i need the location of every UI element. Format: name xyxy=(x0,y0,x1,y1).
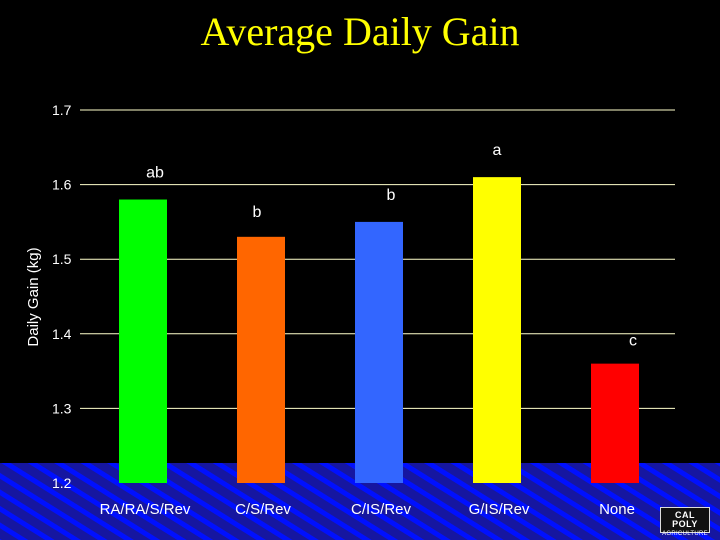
x-tick-label: C/S/Rev xyxy=(235,501,291,518)
x-tick-label: RA/RA/S/Rev xyxy=(100,501,191,518)
logo-line-1: CAL POLY xyxy=(672,510,698,529)
significance-letter: c xyxy=(629,333,637,350)
y-tick-label: 1.5 xyxy=(52,251,72,267)
bar xyxy=(237,236,285,483)
x-tick-label: None xyxy=(599,501,635,518)
x-tick-label: G/IS/Rev xyxy=(469,501,530,518)
significance-letter: b xyxy=(253,204,262,221)
bar xyxy=(591,363,639,483)
bar xyxy=(473,177,521,483)
significance-letter: ab xyxy=(146,165,164,182)
y-tick-label: 1.7 xyxy=(52,102,72,118)
y-tick-label: 1.2 xyxy=(52,475,72,491)
slide-title: Average Daily Gain xyxy=(200,9,520,54)
bar xyxy=(355,221,403,483)
y-tick-label: 1.4 xyxy=(52,326,72,342)
y-tick-label: 1.3 xyxy=(52,400,72,416)
logo-line-2: AGRICULTURE xyxy=(662,531,708,537)
cal-poly-logo: CAL POLY AGRICULTURE xyxy=(660,507,710,537)
significance-letter: a xyxy=(493,142,502,159)
significance-letter: b xyxy=(387,187,396,204)
y-tick-label: 1.6 xyxy=(52,177,72,193)
bar xyxy=(119,199,167,483)
y-axis-label: Daily Gain (kg) xyxy=(25,247,42,346)
x-tick-label: C/IS/Rev xyxy=(351,501,412,518)
